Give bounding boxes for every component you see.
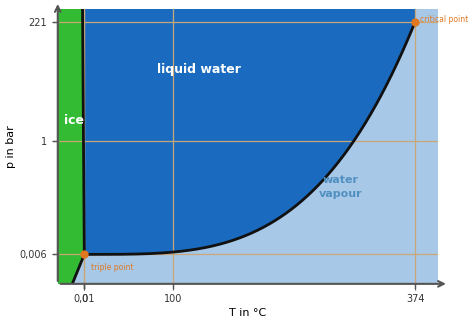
Text: water
vapour: water vapour: [319, 176, 363, 199]
Text: ice: ice: [64, 114, 84, 127]
Polygon shape: [58, 9, 84, 319]
Text: liquid water: liquid water: [157, 64, 241, 76]
Polygon shape: [82, 9, 415, 254]
Text: triple point: triple point: [91, 263, 134, 272]
Y-axis label: p in bar: p in bar: [6, 125, 16, 168]
Text: critical point: critical point: [419, 15, 468, 24]
Polygon shape: [58, 9, 438, 284]
X-axis label: T in °C: T in °C: [229, 308, 266, 318]
